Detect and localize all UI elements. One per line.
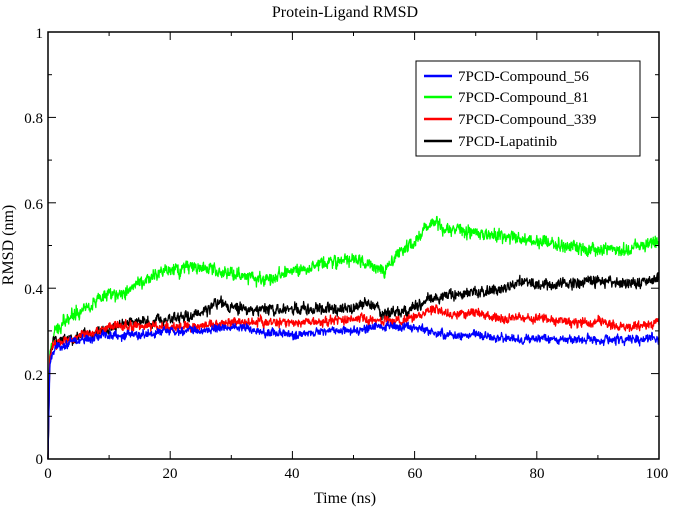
legend-box <box>415 60 641 157</box>
series-line-7pcd-compound-56 <box>47 320 660 460</box>
y-tick-label: 1 <box>36 26 44 42</box>
y-tick-label: 0 <box>36 452 44 468</box>
legend-label-compound-56: 7PCD-Compound_56 <box>458 69 589 85</box>
x-tick-label: 0 <box>44 466 52 482</box>
x-tick-label: 20 <box>163 466 178 482</box>
legend-label-lapatinib: 7PCD-Lapatinib <box>458 134 557 150</box>
x-tick-label: 60 <box>408 466 423 482</box>
x-tick-label: 80 <box>530 466 545 482</box>
series-line-7pcd-compound-339 <box>47 304 660 460</box>
y-axis-label: RMSD (nm) <box>0 205 17 285</box>
axis-ticks <box>47 31 660 460</box>
y-tick-label: 0.4 <box>24 282 43 298</box>
legend: 7PCD-Compound_56 7PCD-Compound_81 7PCD-C… <box>415 60 641 157</box>
x-tick-label: 40 <box>285 466 300 482</box>
y-tick-label: 0.8 <box>24 111 43 127</box>
y-tick-label: 0.6 <box>24 197 43 213</box>
series-line-7pcd-compound-81 <box>47 215 660 460</box>
series-traces <box>47 215 660 460</box>
legend-label-compound-81: 7PCD-Compound_81 <box>458 90 589 106</box>
series-line-7pcd-lapatinib <box>47 271 660 460</box>
chart-title: Protein-Ligand RMSD <box>272 4 418 21</box>
x-axis-label: Time (ns) <box>314 490 376 507</box>
legend-label-compound-339: 7PCD-Compound_339 <box>458 112 596 128</box>
y-tick-label: 0.2 <box>24 368 43 384</box>
x-tick-label: 100 <box>646 466 669 482</box>
